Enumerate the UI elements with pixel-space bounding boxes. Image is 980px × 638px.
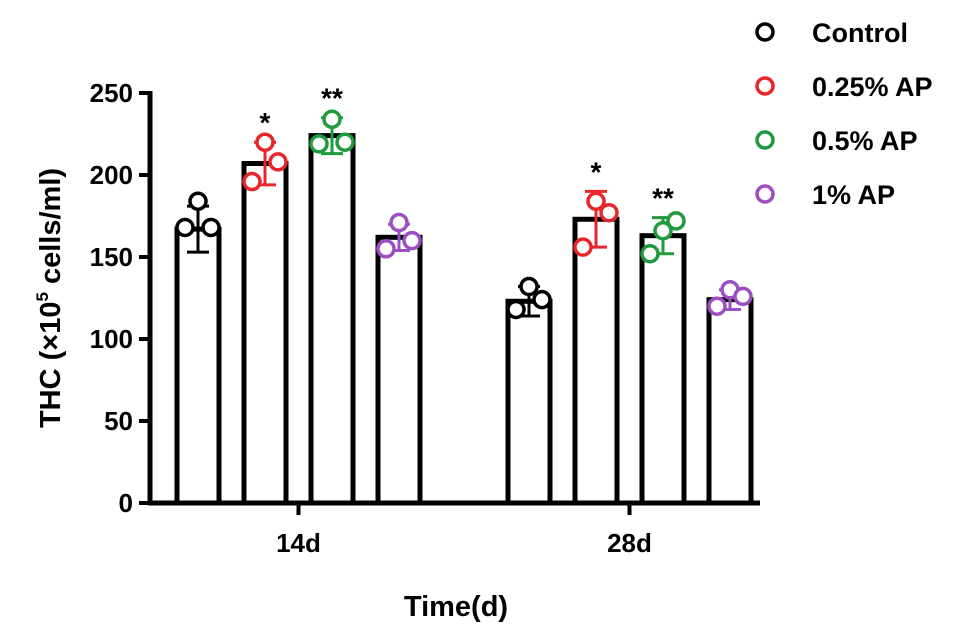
axes-layer: 0 50 100 150 200 250 14d 28d [90, 78, 760, 558]
y-tick-label-150: 150 [90, 242, 133, 272]
data-point-28d-2-3 [599, 202, 619, 223]
data-point-28d-2-1 [573, 237, 593, 257]
significance-marker-14d-3: ** [321, 83, 343, 114]
data-point-14d-4-3 [402, 230, 422, 251]
y-axis-label-superscript: 5 [33, 292, 52, 301]
y-tick-label-0: 0 [119, 488, 133, 518]
legend-marker-3 [755, 130, 775, 150]
y-axis-label-main: THC (×10 [35, 302, 67, 429]
legend-marker-4 [755, 184, 775, 204]
y-tick-label-50: 50 [104, 406, 133, 436]
legend-label-1: Control [812, 18, 908, 48]
data-point-14d-3-3 [335, 132, 355, 152]
significance-marker-28d-2: * [591, 156, 602, 187]
data-point-28d-3-3 [666, 211, 686, 231]
y-axis-label: THC (×105 cells/ml) [33, 168, 67, 428]
bar-28d-3 [639, 233, 687, 506]
bar-14d-3 [308, 133, 356, 506]
data-point-28d-3-1 [640, 243, 660, 264]
data-point-14d-2-2 [255, 132, 275, 152]
significance-layer: ****** [260, 83, 674, 214]
data-point-14d-3-2 [322, 109, 342, 129]
data-point-14d-1-1 [175, 217, 195, 238]
y-tick-label-250: 250 [90, 78, 133, 108]
data-point-14d-1-2 [188, 191, 208, 211]
x-axis-label: Time(d) [404, 591, 508, 623]
data-point-14d-4-1 [376, 239, 396, 259]
data-point-28d-1-2 [519, 276, 539, 297]
data-points-layer [175, 109, 753, 320]
significance-marker-14d-2: * [260, 107, 271, 138]
y-axis-label-tail: cells/ml) [35, 168, 67, 292]
bar-14d-4 [375, 234, 423, 506]
legend-label-3: 0.5% AP [812, 126, 918, 156]
data-point-28d-2-2 [586, 191, 606, 211]
legend: Control 0.25% AP 0.5% AP 1% AP [755, 18, 933, 210]
data-point-14d-4-2 [389, 212, 409, 233]
legend-label-4: 1% AP [812, 180, 895, 210]
bar-14d-1 [174, 226, 222, 506]
data-point-28d-1-3 [532, 289, 552, 310]
bar-28d-4 [706, 297, 754, 506]
y-tick-label-100: 100 [90, 324, 133, 354]
bar-28d-1 [505, 298, 553, 506]
bar-14d-2 [241, 161, 289, 506]
data-point-28d-4-1 [707, 296, 727, 316]
data-point-28d-4-3 [733, 286, 753, 307]
bar-28d-2 [572, 216, 620, 506]
legend-marker-2 [755, 76, 775, 96]
legend-label-2: 0.25% AP [812, 72, 933, 102]
data-point-14d-3-1 [309, 134, 329, 154]
data-point-14d-1-3 [201, 217, 221, 238]
x-tick-label-28d: 28d [607, 528, 652, 558]
y-tick-label-200: 200 [90, 160, 133, 190]
data-point-28d-3-2 [653, 221, 673, 241]
significance-marker-28d-3: ** [652, 183, 674, 214]
x-tick-label-14d: 14d [276, 528, 321, 558]
data-point-28d-1-1 [506, 299, 526, 320]
data-point-14d-2-1 [242, 171, 262, 192]
data-point-14d-2-3 [268, 152, 288, 172]
legend-marker-1 [755, 22, 775, 42]
